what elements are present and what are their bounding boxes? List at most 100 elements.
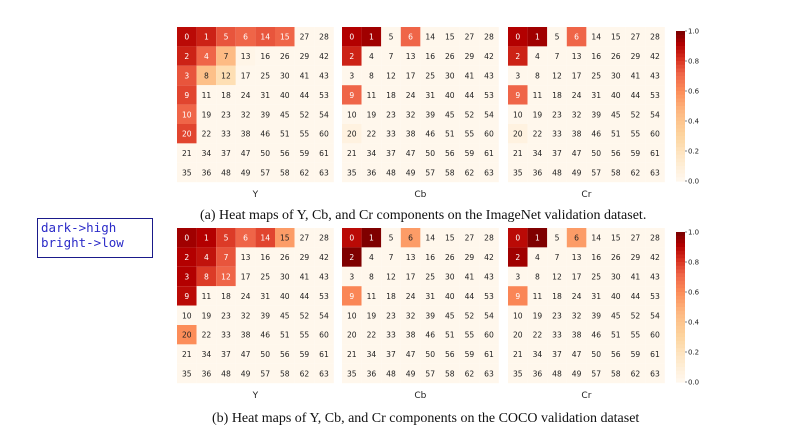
cell-label: 61 [484,149,494,158]
heatmap-cell [459,266,480,287]
heatmap-cell [216,266,236,287]
cell-label: 36 [367,169,377,178]
cell-label: 32 [241,311,251,320]
heatmap-cell [547,363,567,384]
cell-label: 23 [221,110,231,119]
heatmap-cell [420,363,440,384]
colorbar-segment [676,310,685,316]
cell-label: 36 [202,169,212,178]
cell-label: 34 [367,350,377,359]
cell-label: 5 [224,33,229,42]
heatmap-cell [440,228,460,248]
colorbar-segment [676,355,685,361]
heatmap-cell [459,104,480,124]
heatmap-cell [381,65,401,86]
heatmap-cell [275,85,295,105]
cell-label: 27 [465,234,475,243]
heatmap-cell [294,344,315,364]
cell-label: 15 [445,234,455,243]
heatmap-cell [645,266,665,287]
heatmap-cell [381,247,401,267]
cell-label: 25 [591,273,601,282]
cell-label: 60 [319,331,329,340]
colorbar-segment [676,79,685,85]
heatmap-cell [196,266,217,287]
cell-label: 50 [591,350,601,359]
cell-label: 5 [555,33,560,42]
heatmap-cell [235,104,256,124]
colorbar-tick-label: 0.0 [688,178,699,186]
heatmap-cell [294,325,315,345]
cell-label: 2 [184,52,189,61]
heatmap-cell [459,305,480,325]
cell-label: 1 [535,234,540,243]
cell-label: 20 [182,130,192,139]
cell-label: 41 [631,273,641,282]
cell-label: 38 [406,331,416,340]
heatmap-cell [420,228,440,248]
heatmap-cell [566,65,587,86]
heatmap-cell [235,65,256,86]
colorbar-segment [676,64,685,70]
cell-label: 52 [300,311,310,320]
heatmap-cell [361,266,382,287]
heatmap-cell [400,65,421,86]
heatmap-cell [459,46,480,66]
cell-label: 56 [611,149,621,158]
cell-label: 48 [221,370,231,379]
cell-label: 47 [406,149,416,158]
heatmap-cell [527,363,548,384]
panel-label-cr: Cr [581,391,591,401]
cell-label: 15 [280,234,290,243]
heatmap-cell [547,344,567,364]
heatmap-cell [479,325,499,345]
cell-label: 55 [300,331,310,340]
heatmap-cell [440,85,460,105]
heatmap-cell [420,124,440,144]
heatmap-cell [342,104,362,124]
cell-label: 41 [465,72,475,81]
heatmap-cell [625,143,646,163]
heatmap-cell [216,27,236,47]
heatmap-cell [196,247,217,267]
cell-label: 36 [202,370,212,379]
cell-label: 19 [367,311,377,320]
heatmap-cell [294,247,315,267]
heatmap-cell [547,85,567,105]
heatmap-cell [606,124,626,144]
heatmap-cell [625,305,646,325]
cell-label: 14 [260,33,270,42]
cell-label: 36 [533,169,543,178]
colorbar-segment [676,136,685,141]
cell-label: 42 [650,253,660,262]
cell-label: 47 [406,350,416,359]
heatmap-cell [342,305,362,325]
cell-label: 33 [552,331,562,340]
cell-label: 31 [260,292,270,301]
cell-label: 24 [572,91,582,100]
cell-label: 44 [300,292,310,301]
heatmap-cell [586,325,606,345]
colorbar-segment [676,258,685,263]
heatmap-cell [342,286,362,306]
heatmap-cell [314,344,334,364]
heatmap-panel-cr: 0 1 5 6 14 15 27 282 4 7 13 16 26 29 423 8 12 17 25 30 41 439… [508,27,665,200]
heatmap-cell [606,228,626,248]
cell-label: 61 [319,149,329,158]
colorbar-segment [676,235,685,241]
colorbar-segment [676,76,685,81]
heatmap-cell [547,247,567,267]
cell-label: 9 [349,91,354,100]
cell-label: 55 [631,130,641,139]
cell-label: 57 [260,370,270,379]
heatmap-cell [508,247,528,267]
heatmap-cell [342,363,362,384]
cell-label: 42 [484,253,494,262]
cell-label: 45 [280,110,290,119]
colorbar-tick-label: 0.8 [688,259,699,267]
heatmap-cell [381,266,401,287]
cell-label: 14 [260,234,270,243]
heatmap-cell [586,344,606,364]
heatmap-cell [606,266,626,287]
heatmap-cell [314,325,334,345]
